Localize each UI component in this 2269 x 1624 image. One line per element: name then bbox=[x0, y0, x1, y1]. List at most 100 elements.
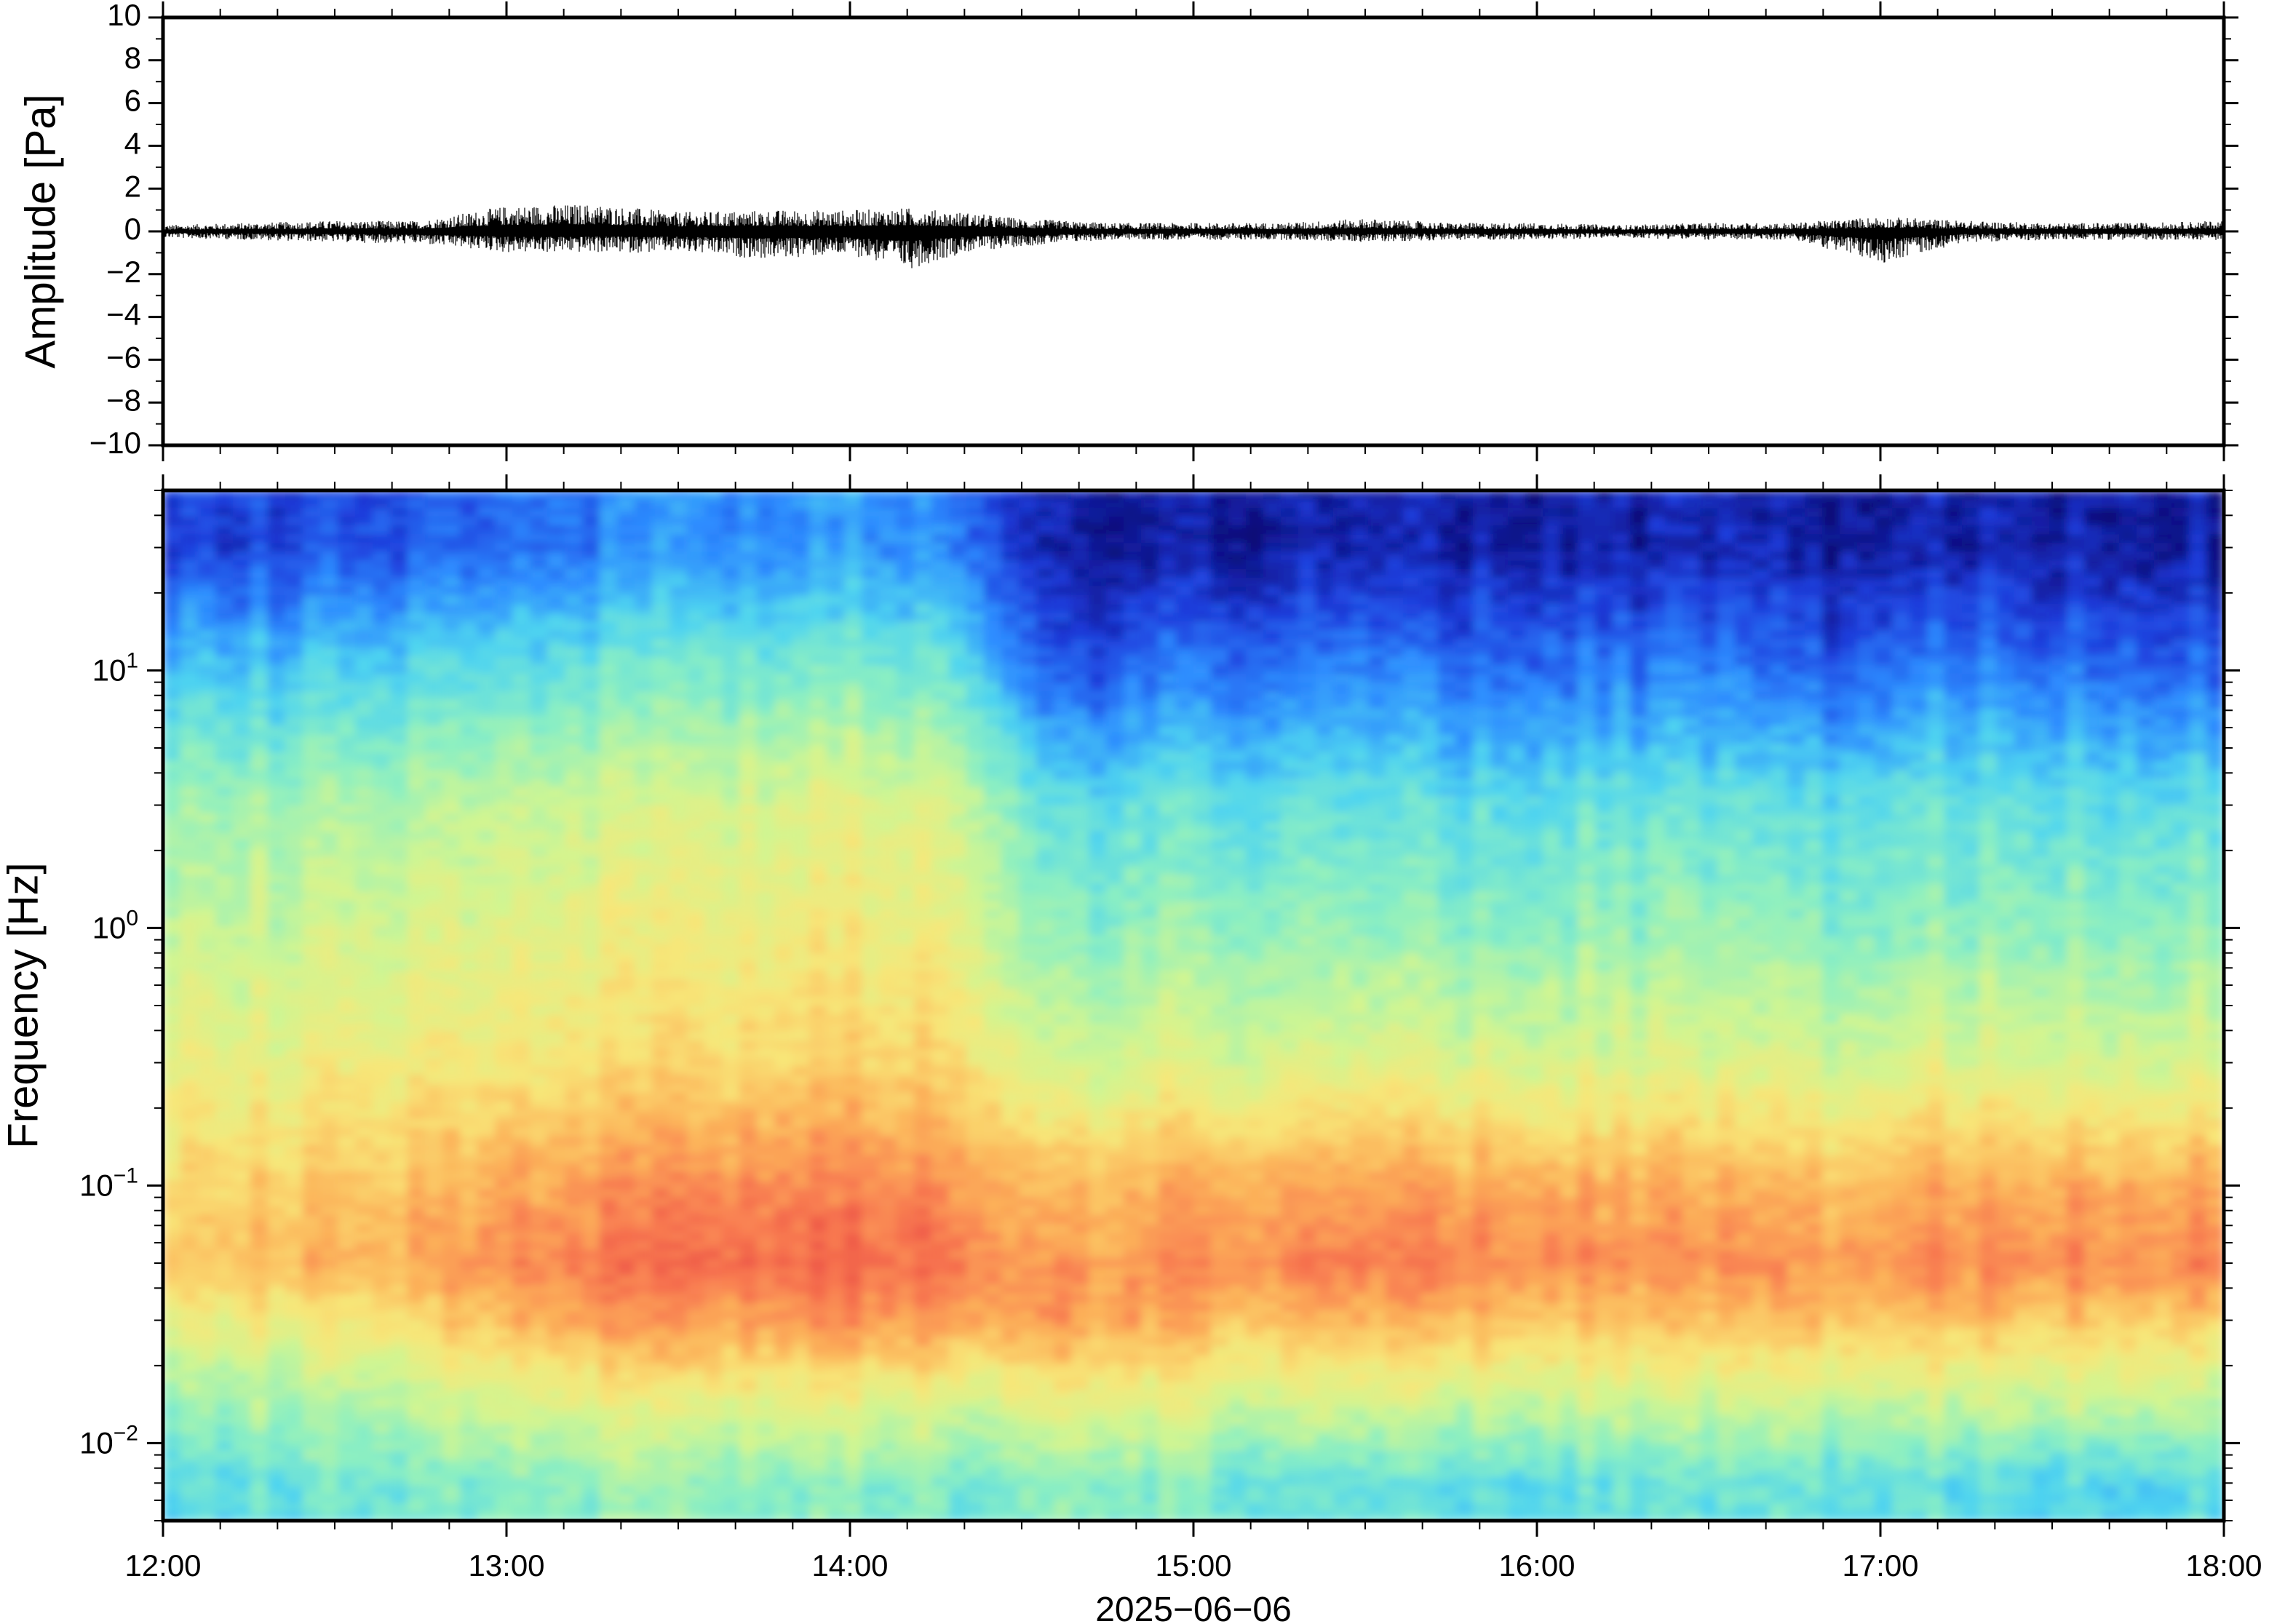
spectrogram-cell bbox=[163, 1416, 181, 1425]
spectrogram-cell bbox=[617, 875, 635, 884]
spectrogram-cell bbox=[827, 971, 845, 980]
spectrogram-cell bbox=[442, 1311, 461, 1321]
spectrogram-cell bbox=[233, 1154, 251, 1163]
spectrogram-cell bbox=[809, 813, 827, 823]
spectrogram-cell bbox=[635, 971, 653, 980]
spectrogram-cell bbox=[635, 1451, 653, 1460]
spectrogram-cell bbox=[652, 1032, 670, 1041]
spectrogram-cell bbox=[180, 595, 199, 605]
spectrogram-cell bbox=[600, 1302, 618, 1312]
spectrogram-cell bbox=[774, 1433, 792, 1443]
spectrogram-cell bbox=[600, 787, 618, 797]
spectrogram-cell bbox=[338, 997, 356, 1006]
spectrogram-cell bbox=[600, 1241, 618, 1251]
spectrogram-cell bbox=[792, 822, 810, 832]
spectrogram-cell bbox=[198, 578, 216, 587]
spectrogram-cell bbox=[408, 1460, 426, 1469]
spectrogram-cell bbox=[704, 787, 723, 797]
spectrogram-cell bbox=[862, 525, 880, 535]
spectrogram-cell bbox=[408, 866, 426, 875]
spectrogram-cell bbox=[512, 1486, 531, 1495]
spectrogram-cell bbox=[704, 1163, 723, 1172]
spectrogram-cell bbox=[373, 1093, 391, 1102]
spectrogram-cell bbox=[862, 648, 880, 657]
spectrogram-cell bbox=[722, 936, 740, 945]
spectrogram-cell bbox=[687, 1311, 705, 1321]
spectrogram-cell bbox=[722, 927, 740, 936]
spectrogram-cell bbox=[233, 517, 251, 526]
spectrogram-cell bbox=[635, 1355, 653, 1364]
spectrogram-cell bbox=[827, 543, 845, 552]
spectrogram-cell bbox=[547, 1442, 565, 1452]
spectrogram-cell bbox=[635, 1416, 653, 1425]
spectrogram-cell bbox=[669, 1084, 688, 1094]
spectrogram-cell bbox=[338, 1311, 356, 1321]
spectrogram-cell bbox=[495, 595, 513, 605]
spectrogram-cell bbox=[338, 909, 356, 919]
spectrogram-cell bbox=[373, 499, 391, 509]
spectrogram-cell bbox=[390, 1425, 408, 1434]
spectrogram-cell bbox=[844, 1023, 862, 1032]
spectrogram-cell bbox=[390, 595, 408, 605]
spectrogram-cell bbox=[408, 892, 426, 901]
spectrogram-cell bbox=[163, 1215, 181, 1225]
spectrogram-cell bbox=[739, 840, 758, 849]
spectrogram-cell bbox=[163, 1128, 181, 1137]
spectrogram-cell bbox=[198, 988, 216, 998]
spectrogram-cell bbox=[669, 682, 688, 692]
spectrogram-cell bbox=[565, 1346, 583, 1356]
spectrogram-cell bbox=[477, 1503, 496, 1513]
spectrogram-cell bbox=[530, 1206, 548, 1216]
spectrogram-cell bbox=[547, 1102, 565, 1111]
spectrogram-cell bbox=[233, 1355, 251, 1364]
spectrogram-cell bbox=[233, 1390, 251, 1399]
spectrogram-cell bbox=[600, 1460, 618, 1469]
spectrogram-cell bbox=[215, 604, 234, 613]
spectrogram-cell bbox=[687, 1259, 705, 1268]
spectrogram-cell bbox=[582, 1390, 600, 1399]
spectrogram-cell bbox=[198, 726, 216, 736]
spectrogram-cell bbox=[250, 909, 269, 919]
spectrogram-cell bbox=[442, 613, 461, 622]
spectrogram-cell bbox=[425, 1329, 443, 1338]
spectrogram-cell bbox=[862, 1119, 880, 1129]
spectrogram-cell bbox=[722, 988, 740, 998]
spectrogram-cell bbox=[495, 831, 513, 840]
spectrogram-cell bbox=[774, 988, 792, 998]
spectrogram-cell bbox=[320, 1215, 338, 1225]
spectrogram-cell bbox=[530, 1468, 548, 1478]
spectrogram-cell bbox=[687, 1503, 705, 1513]
spectrogram-cell bbox=[774, 770, 792, 779]
spectrogram-cell bbox=[704, 1407, 723, 1417]
spectrogram-cell bbox=[180, 691, 199, 701]
spectrogram-cell bbox=[827, 1128, 845, 1137]
spectrogram-cell bbox=[512, 1233, 531, 1242]
spectrogram-cell bbox=[180, 1145, 199, 1155]
spectrogram-cell bbox=[303, 517, 321, 526]
spectrogram-cell bbox=[827, 1390, 845, 1399]
spectrogram-cell bbox=[792, 761, 810, 771]
spectrogram-cell bbox=[425, 979, 443, 989]
spectrogram-cell bbox=[180, 752, 199, 762]
spectrogram-cell bbox=[460, 944, 478, 954]
spectrogram-cell bbox=[512, 1206, 531, 1216]
spectrogram-cell bbox=[774, 901, 792, 910]
spectrogram-cell bbox=[442, 552, 461, 561]
spectrogram-cell bbox=[373, 752, 391, 762]
spectrogram-cell bbox=[495, 726, 513, 736]
spectrogram-cell bbox=[233, 726, 251, 736]
spectrogram-cell bbox=[180, 1163, 199, 1172]
spectrogram-cell bbox=[477, 761, 496, 771]
spectrogram-cell bbox=[285, 1119, 303, 1129]
spectrogram-cell bbox=[739, 936, 758, 945]
spectrogram-cell bbox=[233, 953, 251, 963]
spectrogram-cell bbox=[687, 1372, 705, 1382]
spectrogram-cell bbox=[233, 944, 251, 954]
spectrogram-cell bbox=[774, 831, 792, 840]
spectrogram-cell bbox=[582, 840, 600, 849]
spectrogram-cell bbox=[687, 709, 705, 718]
spectrogram-cell bbox=[600, 700, 618, 709]
spectrogram-cell bbox=[600, 1058, 618, 1067]
spectrogram-cell bbox=[739, 779, 758, 788]
spectrogram-cell bbox=[739, 752, 758, 762]
